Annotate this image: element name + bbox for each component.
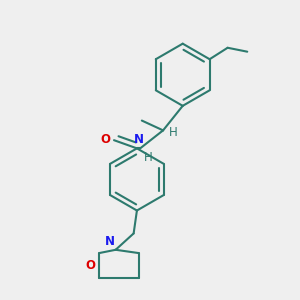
Text: O: O — [85, 259, 95, 272]
Text: O: O — [100, 133, 110, 146]
Text: N: N — [134, 133, 143, 146]
Text: N: N — [105, 235, 115, 248]
Text: H: H — [169, 127, 178, 140]
Text: H: H — [144, 151, 153, 164]
